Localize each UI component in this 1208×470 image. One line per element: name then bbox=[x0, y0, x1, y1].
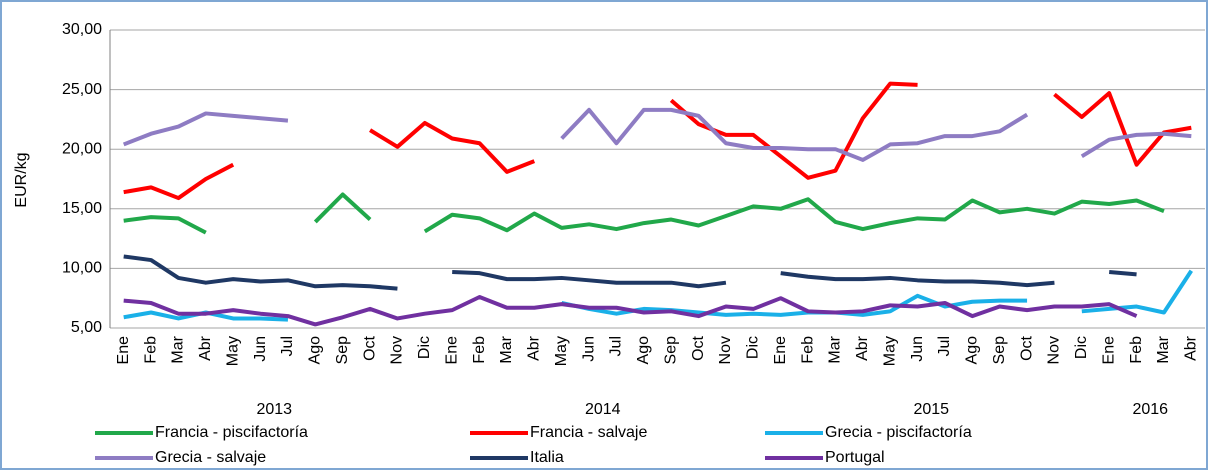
y-tick-label: 5,00 bbox=[71, 319, 102, 336]
x-tick-label: May bbox=[553, 336, 570, 366]
x-tick-label: Ene bbox=[1100, 336, 1117, 365]
x-tick-label: Dic bbox=[1073, 336, 1090, 359]
legend-label: Francia - salvaje bbox=[530, 424, 647, 441]
x-tick-label: Jun bbox=[580, 336, 597, 362]
x-tick-label: Feb bbox=[142, 336, 159, 364]
x-tick-label: Jul bbox=[608, 336, 625, 356]
x-tick-label: Abr bbox=[854, 335, 871, 361]
series-line bbox=[123, 295, 1138, 327]
legend-label: Francia - piscifactoría bbox=[155, 424, 308, 441]
x-tick-label: Sep bbox=[662, 336, 679, 365]
x-tick-label: Feb bbox=[1128, 336, 1145, 364]
year-label: 2014 bbox=[585, 401, 621, 418]
series-line bbox=[123, 192, 1165, 235]
x-tick-label: Feb bbox=[799, 336, 816, 364]
x-tick-label: Nov bbox=[389, 336, 406, 364]
y-tick-label: 20,00 bbox=[62, 140, 102, 157]
year-label: 2016 bbox=[1132, 401, 1168, 418]
x-tick-label: Jul bbox=[936, 336, 953, 356]
series-line bbox=[123, 81, 1192, 201]
x-tick-label: Ago bbox=[307, 336, 324, 365]
y-axis-title: EUR/kg bbox=[13, 152, 30, 207]
x-tick-label: Mar bbox=[170, 335, 187, 363]
x-tick-label: Oct bbox=[690, 335, 707, 360]
x-tick-label: Oct bbox=[361, 335, 378, 360]
y-tick-label: 25,00 bbox=[62, 81, 102, 98]
x-tick-label: Mar bbox=[498, 335, 515, 363]
y-tick-label: 10,00 bbox=[62, 260, 102, 277]
x-tick-label: May bbox=[881, 336, 898, 366]
series-line bbox=[123, 254, 1137, 291]
x-tick-label: Mar bbox=[827, 335, 844, 363]
x-tick-label: Oct bbox=[1018, 335, 1035, 360]
x-tick-label: Ene bbox=[115, 336, 132, 365]
legend-label: Grecia - piscifactoría bbox=[825, 424, 972, 441]
x-tick-label: Abr bbox=[1183, 335, 1200, 361]
legend-label: Italia bbox=[530, 449, 564, 466]
y-tick-label: 15,00 bbox=[62, 200, 102, 217]
x-tick-label: Nov bbox=[717, 336, 734, 364]
x-tick-label: Ene bbox=[443, 336, 460, 365]
x-tick-label: Ago bbox=[964, 336, 981, 365]
legend-label: Portugal bbox=[825, 449, 885, 466]
y-tick-label: 30,00 bbox=[62, 21, 102, 38]
x-tick-label: Ene bbox=[772, 336, 789, 365]
x-tick-label: Abr bbox=[197, 335, 214, 361]
series-line bbox=[122, 107, 1192, 162]
year-label: 2013 bbox=[256, 401, 292, 418]
x-tick-label: Jun bbox=[909, 336, 926, 362]
legend-label: Grecia - salvaje bbox=[155, 449, 266, 466]
year-label: 2015 bbox=[913, 401, 949, 418]
x-tick-label: Sep bbox=[334, 336, 351, 365]
x-tick-label: Dic bbox=[416, 336, 433, 359]
x-tick-label: May bbox=[224, 336, 241, 366]
x-tick-label: Nov bbox=[1046, 336, 1063, 364]
x-tick-label: Jul bbox=[279, 336, 296, 356]
x-tick-label: Abr bbox=[526, 335, 543, 361]
x-tick-label: Mar bbox=[1155, 335, 1172, 363]
x-tick-label: Sep bbox=[991, 336, 1008, 365]
x-tick-label: Dic bbox=[745, 336, 762, 359]
x-tick-label: Jun bbox=[252, 336, 269, 362]
x-tick-label: Feb bbox=[471, 336, 488, 364]
x-tick-label: Ago bbox=[635, 336, 652, 365]
